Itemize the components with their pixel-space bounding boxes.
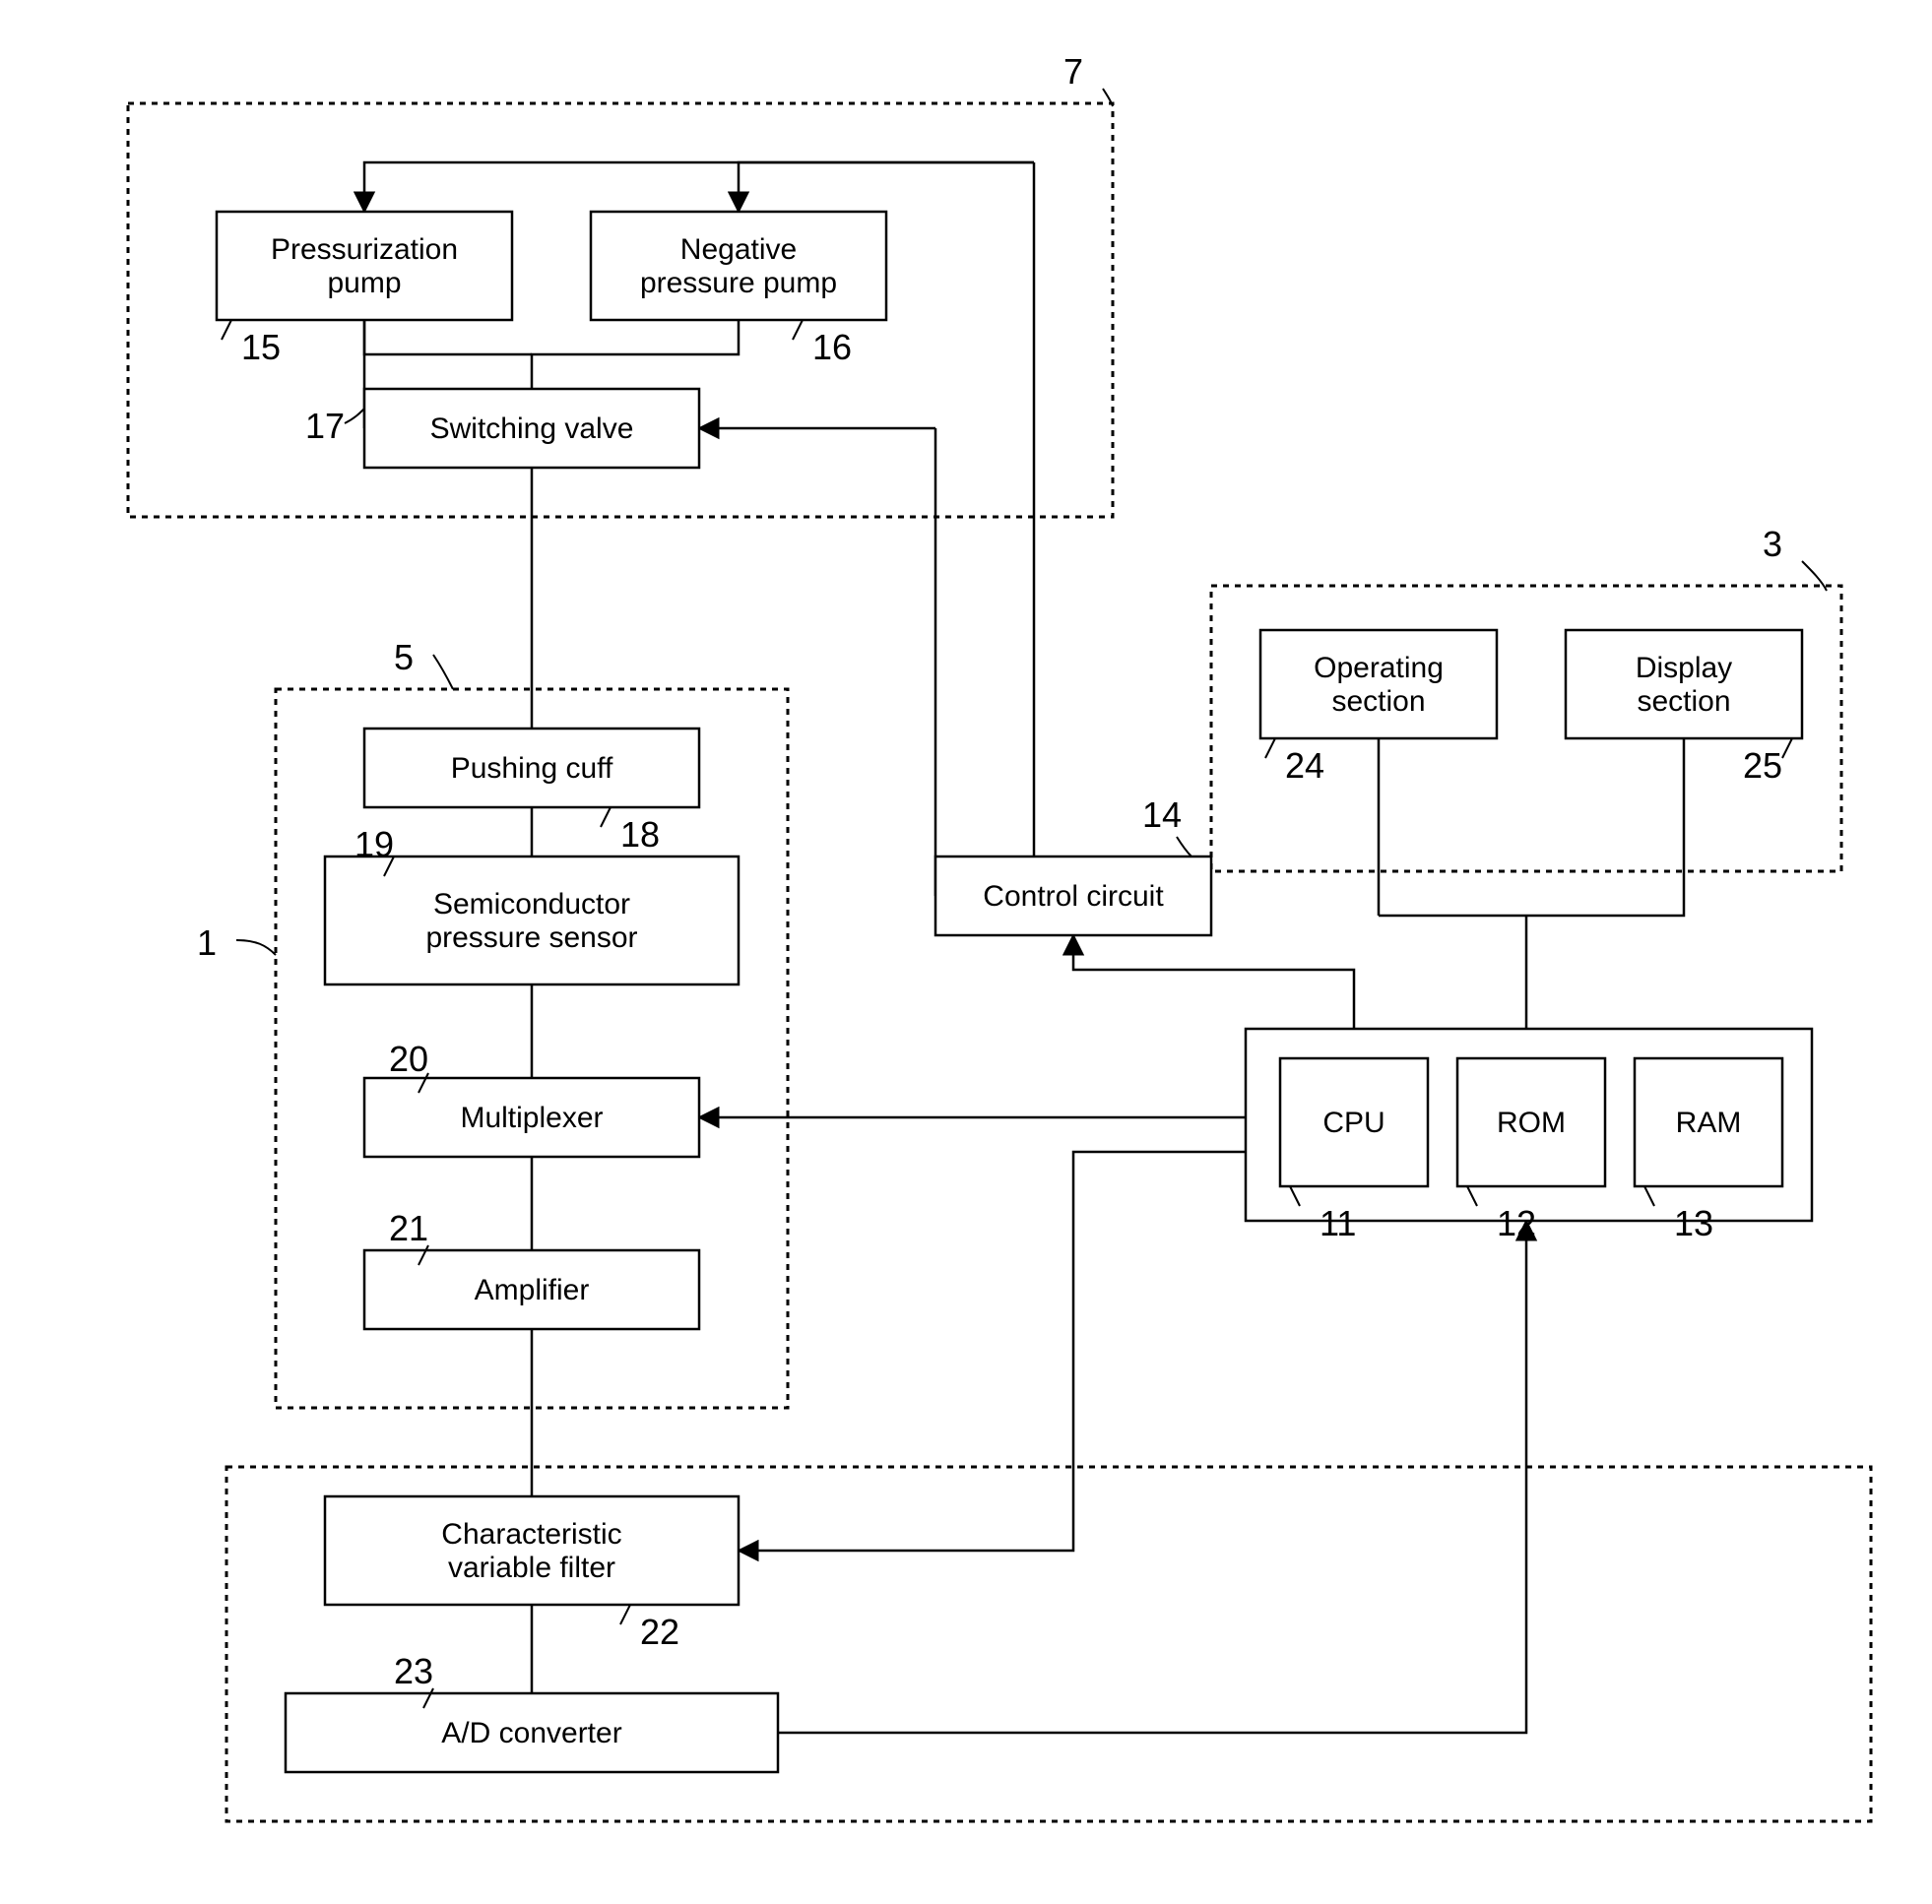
ref-number: 16: [812, 327, 852, 367]
ref-lead: [1103, 89, 1113, 106]
edge: [532, 320, 739, 389]
node-label: Pushing cuff: [451, 752, 613, 785]
ref-lead: [620, 1605, 630, 1624]
ref-lead: [1265, 738, 1275, 758]
edge: [1073, 935, 1354, 1029]
node-label: variable filter: [448, 1552, 615, 1584]
ref-lead: [793, 320, 803, 340]
ref-number: 22: [640, 1612, 679, 1652]
ref-number: 23: [394, 1651, 433, 1691]
node-label: Semiconductor: [433, 888, 630, 920]
ref-lead: [1177, 837, 1191, 857]
ref-number: 7: [1063, 51, 1083, 92]
ref-number: 13: [1674, 1203, 1713, 1243]
edge: [364, 162, 1034, 212]
ref-number: 14: [1142, 794, 1182, 835]
ref-number: 11: [1320, 1203, 1356, 1243]
node-label: Characteristic: [441, 1518, 621, 1551]
node-label: CPU: [1322, 1107, 1385, 1139]
ref-number: 3: [1763, 524, 1782, 564]
node-label: Pressurization: [271, 233, 458, 266]
node-semi_sensor: [325, 857, 739, 984]
node-label: A/D converter: [441, 1717, 621, 1749]
node-label: ROM: [1497, 1107, 1566, 1139]
node-op_sec: [1260, 630, 1497, 738]
ref-lead: [433, 655, 453, 689]
node-label: Negative: [680, 233, 797, 266]
node-label: RAM: [1676, 1107, 1742, 1139]
node-label: section: [1331, 685, 1425, 718]
ref-number: 24: [1285, 745, 1324, 786]
ref-number: 15: [241, 327, 281, 367]
node-label: section: [1637, 685, 1730, 718]
edge: [739, 162, 1034, 212]
node-label: pressure pump: [640, 267, 837, 299]
edge: [364, 320, 532, 354]
ref-number: 12: [1497, 1203, 1536, 1243]
node-label: pump: [327, 267, 401, 299]
ref-number: 21: [389, 1208, 428, 1248]
ref-lead: [1782, 738, 1792, 758]
node-cvf: [325, 1496, 739, 1605]
node-press_pump: [217, 212, 512, 320]
node-disp_sec: [1566, 630, 1802, 738]
ref-lead: [222, 320, 231, 340]
node-label: Amplifier: [475, 1274, 590, 1306]
ref-number: 17: [305, 406, 345, 446]
node-label: Display: [1636, 652, 1732, 684]
node-neg_pump: [591, 212, 886, 320]
ref-lead: [345, 409, 364, 423]
ref-number: 19: [354, 824, 394, 864]
node-label: Control circuit: [983, 880, 1164, 913]
node-label: Switching valve: [430, 413, 634, 445]
ref-number: 5: [394, 637, 414, 677]
ref-number: 20: [389, 1039, 428, 1079]
ref-number: 1: [197, 922, 217, 963]
node-label: pressure sensor: [425, 921, 637, 954]
ref-lead: [601, 807, 611, 827]
edge: [1073, 1152, 1246, 1221]
node-label: Multiplexer: [460, 1102, 603, 1134]
ref-number: 18: [620, 814, 660, 855]
ref-lead: [236, 940, 276, 955]
node-label: Operating: [1314, 652, 1444, 684]
ref-number: 25: [1743, 745, 1782, 786]
block-diagram: Pressurizationpump Negativepressure pump S…: [0, 0, 1932, 1904]
edge: [778, 1221, 1526, 1733]
edge: [1379, 738, 1684, 916]
